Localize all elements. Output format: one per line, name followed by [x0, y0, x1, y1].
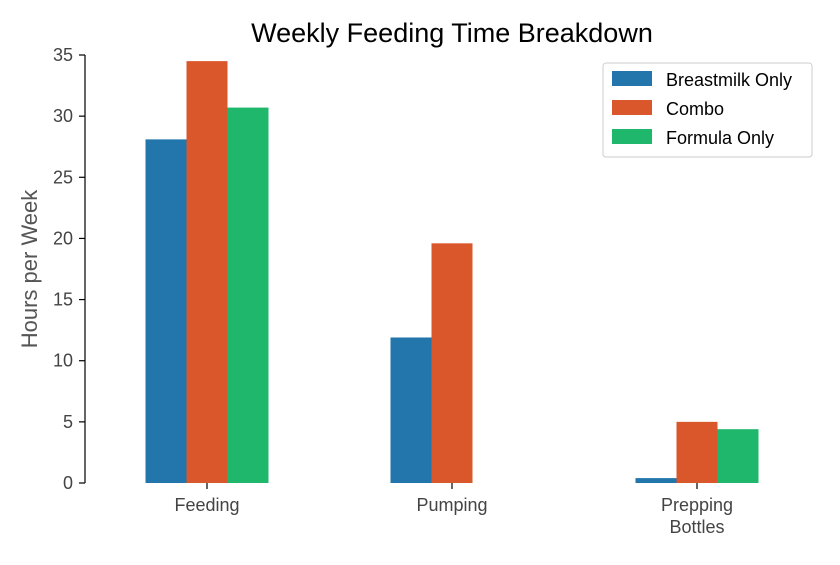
x-tick-label-line: Prepping [661, 495, 733, 515]
bar [186, 61, 228, 483]
legend-label: Formula Only [666, 128, 774, 148]
bar [145, 139, 187, 483]
bar [717, 429, 759, 483]
bars-group [145, 61, 759, 483]
y-tick-label: 5 [63, 412, 73, 432]
x-tick-label: Feeding [174, 495, 239, 515]
legend-swatch [612, 129, 652, 144]
y-axis-label: Hours per Week [17, 189, 42, 349]
x-tick-label-line: Bottles [669, 517, 724, 537]
y-tick-label: 20 [53, 228, 73, 248]
legend-label: Combo [666, 99, 724, 119]
legend-swatch [612, 71, 652, 86]
y-axis: 0 5 10 15 20 25 30 35 [53, 45, 86, 493]
y-tick-label: 25 [53, 167, 73, 187]
legend: Breastmilk Only Combo Formula Only [602, 62, 813, 158]
y-tick-label: 35 [53, 45, 73, 65]
x-tick-label: Prepping Bottles [661, 495, 733, 537]
bar [635, 478, 677, 483]
x-tick-label-line: Feeding [174, 495, 239, 515]
bar [676, 421, 718, 483]
y-tick-label: 15 [53, 290, 73, 310]
legend-swatch [612, 100, 652, 115]
chart-title: Weekly Feeding Time Breakdown [251, 18, 653, 48]
x-tick-label: Pumping [416, 495, 487, 515]
bar [227, 107, 269, 483]
x-axis: Feeding Pumping Prepping Bottles [174, 483, 733, 537]
legend-label: Breastmilk Only [666, 70, 792, 90]
y-tick-label: 30 [53, 106, 73, 126]
bar [390, 337, 432, 483]
x-tick-label-line: Pumping [416, 495, 487, 515]
legend-box [602, 62, 813, 158]
y-tick-label: 10 [53, 351, 73, 371]
bar [431, 243, 473, 483]
y-tick-label: 0 [63, 473, 73, 493]
